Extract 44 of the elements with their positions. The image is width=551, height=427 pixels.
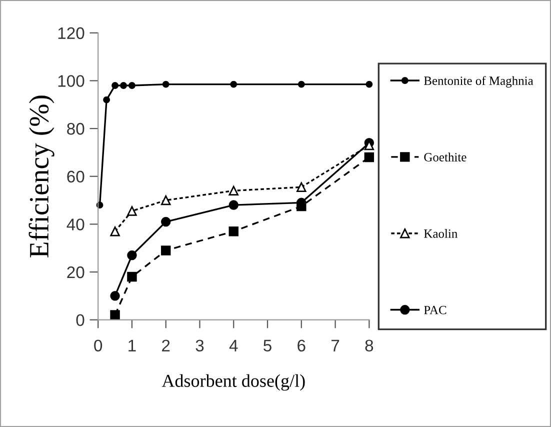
point	[112, 82, 118, 89]
point	[110, 291, 120, 301]
point	[366, 80, 373, 88]
x-tick-label: 4	[229, 340, 238, 352]
point	[110, 226, 120, 236]
point	[127, 206, 137, 216]
point	[128, 82, 136, 89]
x-tick-label: 2	[162, 340, 170, 352]
point	[296, 182, 306, 192]
y-tick-label: 80	[67, 122, 84, 135]
y-tick-label: 20	[67, 266, 84, 278]
point	[228, 186, 238, 196]
x-tick-label: 7	[332, 340, 340, 352]
point	[110, 310, 120, 320]
y-axis-title: Efficiency (%)	[28, 96, 54, 258]
y-tick-label: 40	[66, 218, 84, 230]
x-tick-label: 0	[94, 340, 102, 352]
x-tick-label: 5	[264, 340, 272, 352]
x-axis-title: Adsorbent dose(g/l)	[162, 374, 305, 391]
point	[160, 216, 171, 227]
point	[160, 246, 171, 256]
x-tick-label: 6	[298, 340, 306, 352]
point	[120, 82, 127, 89]
point	[160, 195, 171, 206]
legend-label: PAC	[424, 306, 446, 314]
x-tick-label: 1	[128, 340, 136, 352]
point	[162, 80, 170, 88]
point	[364, 152, 374, 162]
y-tick-label: 100	[58, 75, 84, 87]
legend-label: Kaolin	[424, 229, 458, 238]
legend-label: Bentonite of Maghnia	[424, 76, 534, 88]
x-tick-label: 3	[196, 340, 204, 352]
y-tick-label: 60	[67, 170, 84, 183]
y-tick-label: 120	[58, 27, 84, 40]
point	[228, 200, 238, 210]
x-tick-label: 8	[365, 340, 374, 352]
point	[127, 272, 137, 282]
point	[228, 226, 238, 236]
point	[127, 250, 137, 260]
point	[298, 80, 305, 88]
point	[103, 96, 110, 104]
point	[230, 80, 238, 88]
y-tick-label: 0	[76, 314, 84, 326]
legend-label: Goethite	[424, 152, 466, 162]
